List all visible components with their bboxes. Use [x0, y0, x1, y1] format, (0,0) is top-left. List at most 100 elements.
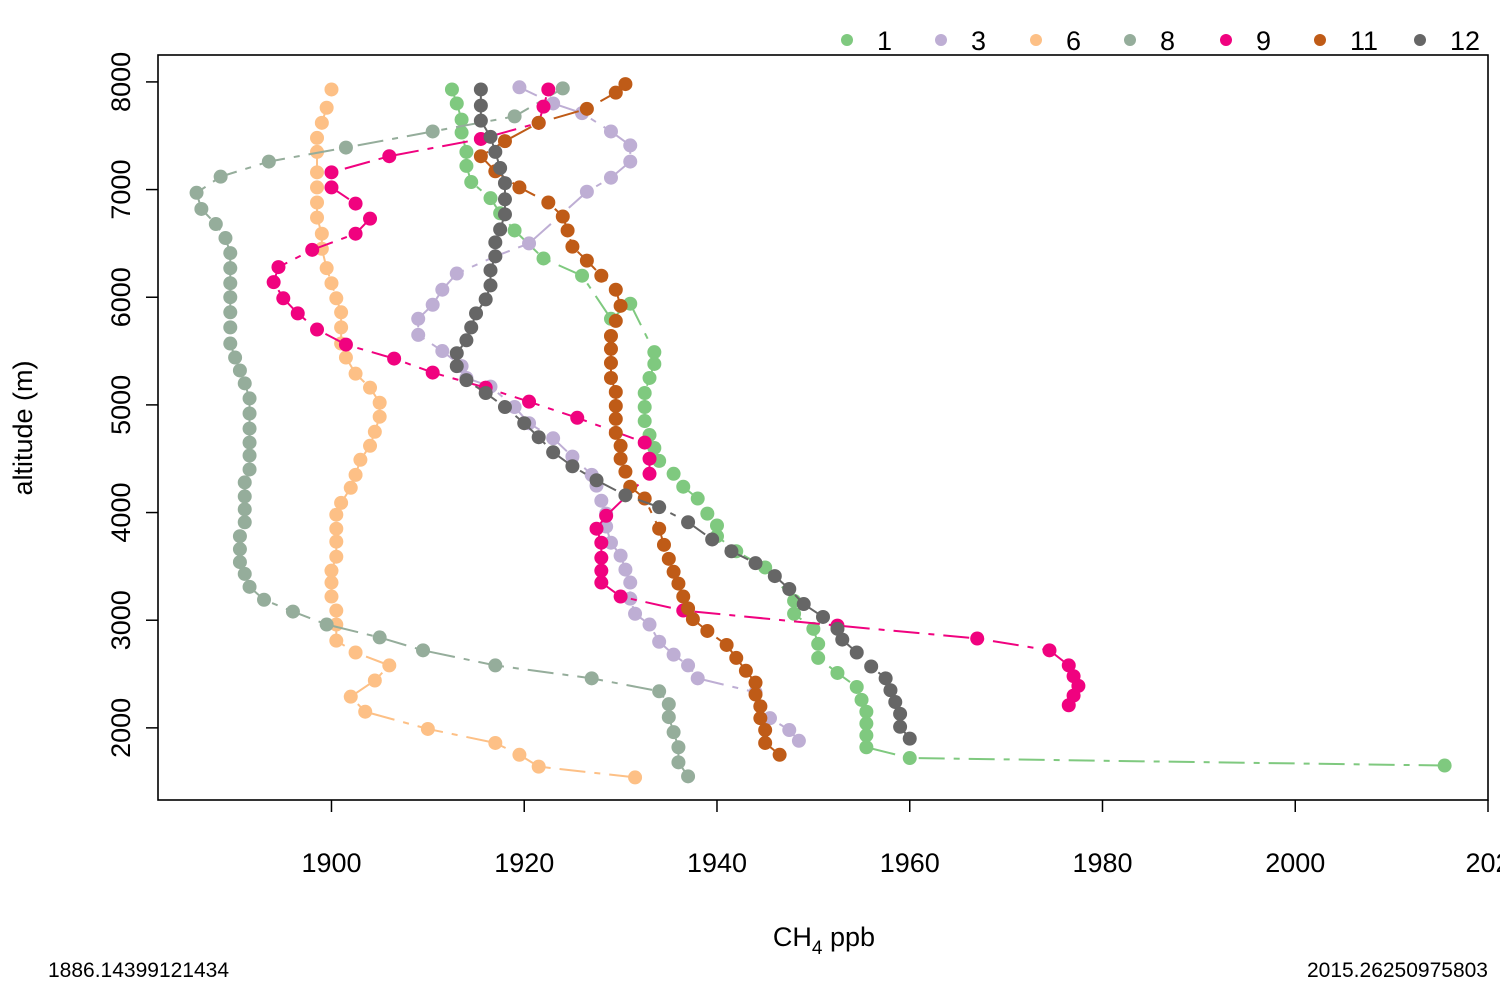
- data-point: [594, 268, 609, 283]
- data-point: [242, 421, 257, 436]
- data-point: [310, 165, 325, 180]
- x-tick-label: 1980: [1072, 848, 1132, 878]
- data-point: [671, 755, 686, 770]
- data-point: [584, 671, 599, 686]
- data-point: [488, 735, 503, 750]
- data-point: [329, 291, 344, 306]
- data-point: [382, 149, 397, 164]
- data-point: [271, 260, 286, 275]
- data-point: [324, 82, 339, 97]
- data-point: [700, 506, 715, 521]
- data-point: [1042, 643, 1057, 658]
- data-point: [724, 544, 739, 559]
- data-point: [469, 306, 484, 321]
- data-point: [676, 479, 691, 494]
- data-point: [319, 261, 334, 276]
- series-9: [266, 82, 1086, 713]
- data-point: [517, 416, 532, 431]
- data-point: [483, 263, 498, 278]
- data-point: [382, 658, 397, 673]
- data-point: [753, 699, 768, 714]
- data-point: [811, 650, 826, 665]
- x-axis-label-main: CH: [773, 922, 812, 952]
- data-point: [189, 185, 204, 200]
- data-point: [772, 747, 787, 762]
- data-point: [608, 85, 623, 100]
- data-point: [608, 384, 623, 399]
- data-point: [512, 747, 527, 762]
- data-point: [329, 507, 344, 522]
- y-tick-label: 5000: [106, 375, 136, 435]
- data-point: [348, 196, 363, 211]
- y-axis-label: altitude (m): [8, 360, 38, 495]
- data-point: [444, 82, 459, 97]
- data-point: [324, 589, 339, 604]
- data-point: [266, 275, 281, 290]
- data-point: [435, 344, 450, 359]
- y-tick-label: 2000: [106, 698, 136, 758]
- data-point: [507, 400, 522, 415]
- data-point: [223, 290, 238, 305]
- data-point: [782, 581, 797, 596]
- data-point: [613, 451, 628, 466]
- data-point: [310, 195, 325, 210]
- footer-left-value: 1886.14399121434: [48, 959, 229, 982]
- data-point: [213, 169, 228, 184]
- data-point: [473, 98, 488, 113]
- legend-marker: [935, 34, 947, 46]
- series-11: [473, 77, 787, 762]
- data-point: [208, 217, 223, 232]
- data-point: [305, 242, 320, 257]
- data-point: [830, 665, 845, 680]
- data-point: [555, 81, 570, 96]
- data-point: [363, 438, 378, 453]
- data-point: [228, 350, 243, 365]
- data-point: [314, 115, 329, 130]
- data-point: [782, 723, 797, 738]
- data-point: [652, 521, 667, 536]
- data-point: [522, 236, 537, 251]
- data-point: [512, 80, 527, 95]
- data-point: [531, 115, 546, 130]
- data-point: [970, 631, 985, 646]
- data-point: [671, 740, 686, 755]
- data-point: [806, 621, 821, 636]
- data-point: [618, 77, 633, 92]
- data-point: [709, 518, 724, 533]
- data-point: [223, 276, 238, 291]
- data-point: [541, 82, 556, 97]
- data-point: [348, 366, 363, 381]
- data-point: [507, 109, 522, 124]
- data-point: [791, 733, 806, 748]
- data-point: [237, 566, 252, 581]
- data-point: [623, 138, 638, 153]
- data-point: [411, 327, 426, 342]
- legend-label: 8: [1160, 26, 1175, 56]
- data-point: [613, 548, 628, 563]
- data-point: [449, 346, 464, 361]
- data-point: [594, 550, 609, 565]
- data-point: [232, 363, 247, 378]
- x-axis-label-subscript: 4: [812, 938, 823, 959]
- data-point: [194, 201, 209, 216]
- data-point: [276, 291, 291, 306]
- data-point: [608, 313, 623, 328]
- data-point: [319, 100, 334, 115]
- data-point: [507, 223, 522, 238]
- data-point: [546, 431, 561, 446]
- data-point: [854, 692, 869, 707]
- data-point: [237, 489, 252, 504]
- data-point: [232, 555, 247, 570]
- data-point: [642, 451, 657, 466]
- legend-label: 1: [877, 26, 892, 56]
- data-point: [666, 647, 681, 662]
- data-point: [242, 579, 257, 594]
- data-point: [497, 176, 512, 191]
- data-point: [753, 711, 768, 726]
- data-point: [652, 500, 667, 515]
- data-point: [522, 394, 537, 409]
- data-point: [560, 223, 575, 238]
- x-tick-label: 1960: [880, 848, 940, 878]
- legend-marker: [1030, 34, 1042, 46]
- y-tick-label: 8000: [106, 52, 136, 112]
